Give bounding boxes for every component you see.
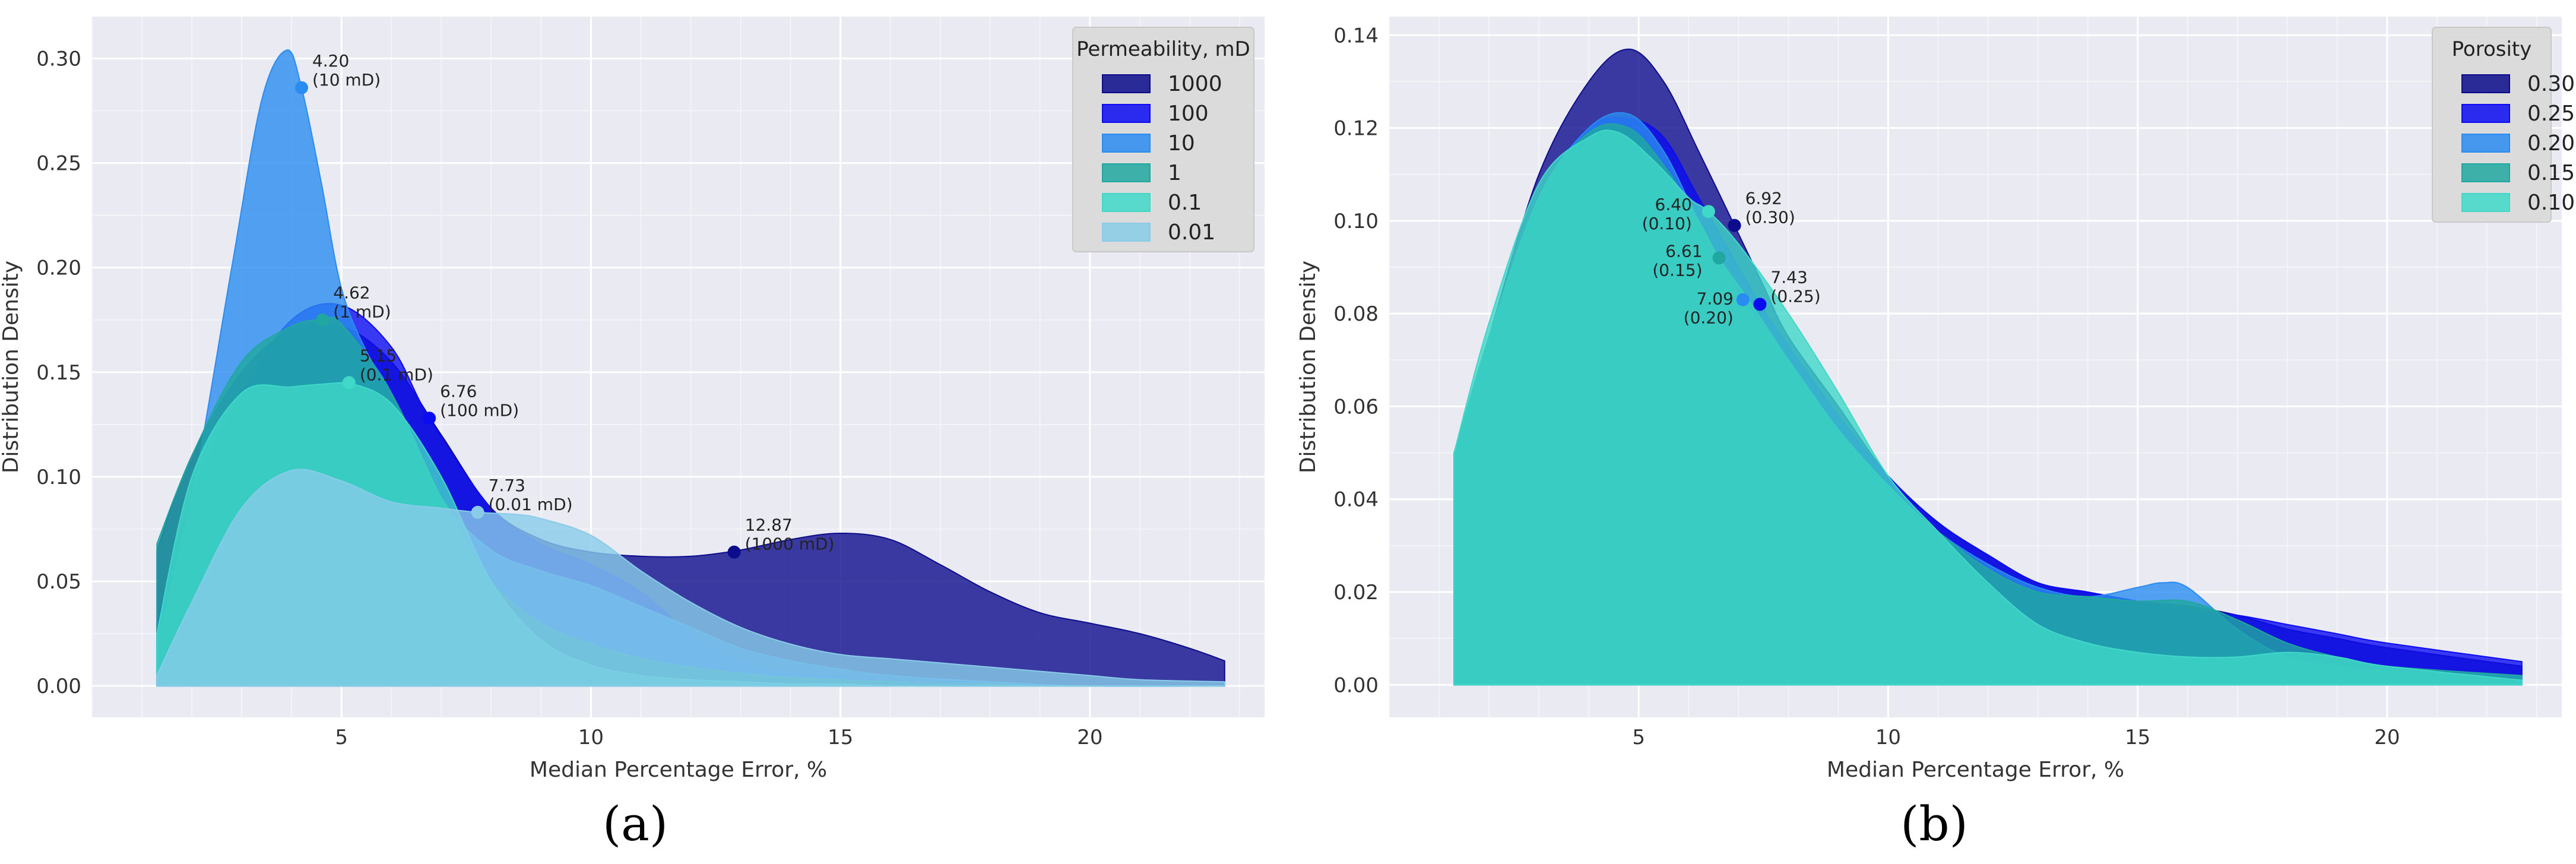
legend-label: 0.20: [2527, 131, 2575, 156]
median-marker: [294, 81, 308, 94]
x-tick-label: 20: [2374, 726, 2400, 749]
panel-b-chart: 5 10 15 20 0.00 0.02 0.04 0.06 0.08 0.10 0.12 0.14 M…: [1296, 17, 2575, 782]
median-marker: [342, 376, 356, 390]
legend-label: 10: [1168, 131, 1195, 156]
legend-title: Permeability, mD: [1076, 37, 1250, 61]
median-marker: [1753, 298, 1767, 311]
median-marker: [423, 412, 436, 425]
median-annotation: 4.20: [312, 51, 349, 71]
median-marker: [727, 545, 741, 559]
y-tick-label: 0.02: [1333, 581, 1379, 605]
y-tick-label: 0.05: [36, 570, 81, 594]
legend-title: Porosity: [2452, 37, 2532, 61]
median-annotation: (1000 mD): [745, 534, 835, 554]
median-marker: [1702, 205, 1715, 219]
y-tick-label: 0.06: [1333, 395, 1379, 419]
median-annotation: 7.73: [489, 476, 525, 495]
median-annotation: 6.40: [1655, 195, 1692, 214]
legend-label: 0.30: [2527, 72, 2575, 96]
legend-swatch: [2461, 74, 2510, 93]
panel-label-a: (a): [603, 796, 668, 852]
y-axis-title: Distribution Density: [0, 261, 23, 473]
x-tick-label: 15: [828, 726, 853, 749]
legend-swatch: [1102, 223, 1151, 242]
legend-label: 100: [1168, 102, 1209, 126]
y-tick-label: 0.00: [1333, 673, 1379, 697]
panel-label-b: (b): [1900, 796, 1968, 852]
legend-swatch: [1102, 163, 1151, 182]
median-annotation: (0.25): [1770, 287, 1820, 306]
median-annotation: 6.92: [1745, 189, 1782, 208]
median-annotation: (10 mD): [312, 70, 381, 90]
median-annotation: 5.15: [360, 346, 397, 365]
median-annotation: 6.61: [1665, 241, 1702, 261]
legend-swatch: [1102, 74, 1151, 93]
median-annotation: (0.20): [1684, 308, 1734, 328]
y-tick-label: 0.10: [1333, 210, 1379, 233]
median-marker: [471, 505, 484, 519]
median-annotation: (0.15): [1652, 260, 1702, 280]
x-tick-label: 10: [578, 726, 604, 749]
x-tick-label: 5: [1632, 726, 1645, 749]
x-axis-title: Median Percentage Error, %: [1827, 758, 2124, 782]
legend-swatch: [1102, 104, 1151, 123]
x-tick-label: 10: [1875, 726, 1901, 749]
x-tick-label: 20: [1077, 726, 1102, 749]
median-annotation: (0.10): [1642, 214, 1692, 233]
x-tick-label: 15: [2125, 726, 2150, 749]
median-marker: [1736, 293, 1750, 306]
legend-label: 0.10: [2527, 191, 2575, 215]
density-area-0.10: [1453, 129, 2523, 686]
x-axis-title: Median Percentage Error, %: [530, 758, 827, 782]
legend-swatch: [2461, 134, 2510, 153]
median-annotation: 7.09: [1697, 289, 1734, 309]
median-annotation: (0.01 mD): [489, 495, 573, 514]
legend-label: 0.15: [2527, 161, 2575, 185]
legend-label: 0.25: [2527, 102, 2575, 126]
legend-swatch: [1102, 134, 1151, 153]
median-marker: [316, 313, 329, 327]
legend-label: 1: [1168, 161, 1181, 185]
median-annotation: 12.87: [745, 515, 793, 535]
y-tick-label: 0.20: [36, 257, 81, 280]
y-tick-label: 0.10: [36, 466, 81, 489]
median-annotation: (1 mD): [333, 302, 391, 322]
median-annotation: 6.76: [440, 381, 477, 401]
median-annotation: 7.43: [1770, 268, 1807, 287]
legend-label: 0.01: [1168, 220, 1215, 245]
median-annotation: (0.30): [1745, 208, 1795, 227]
median-marker: [1712, 251, 1726, 265]
median-annotation: (0.1 mD): [360, 365, 433, 384]
legend-label: 1000: [1168, 72, 1222, 96]
density-areas: [156, 49, 1225, 687]
y-tick-label: 0.08: [1333, 302, 1379, 326]
legend-label: 0.1: [1168, 191, 1202, 215]
legend-swatch: [2461, 104, 2510, 123]
median-marker: [1728, 219, 1741, 232]
y-tick-label: 0.00: [36, 675, 81, 698]
y-axis-title: Distribution Density: [1296, 261, 1320, 473]
density-area-0.01: [156, 469, 1225, 687]
x-tick-label: 5: [335, 726, 348, 749]
legend-swatch: [1102, 193, 1151, 212]
legend-swatch: [2461, 193, 2510, 212]
legend: Porosity 0.30 0.25 0.20 0.15 0.10: [2432, 27, 2575, 223]
median-annotation: (100 mD): [440, 400, 519, 420]
y-tick-label: 0.12: [1333, 117, 1379, 141]
y-tick-label: 0.25: [36, 152, 81, 176]
legend: Permeability, mD 1000 100 10 1 0.1 0.01: [1072, 27, 1254, 252]
legend-swatch: [2461, 163, 2510, 182]
y-tick-label: 0.04: [1333, 488, 1379, 512]
y-tick-label: 0.30: [36, 47, 81, 71]
y-tick-label: 0.14: [1333, 24, 1379, 48]
y-tick-label: 0.15: [36, 361, 81, 385]
median-annotation: 4.62: [333, 283, 370, 303]
panel-a-chart: 5 10 15 20 0.00 0.05 0.10 0.15 0.20 0.25 0.30 Media…: [0, 17, 1265, 782]
